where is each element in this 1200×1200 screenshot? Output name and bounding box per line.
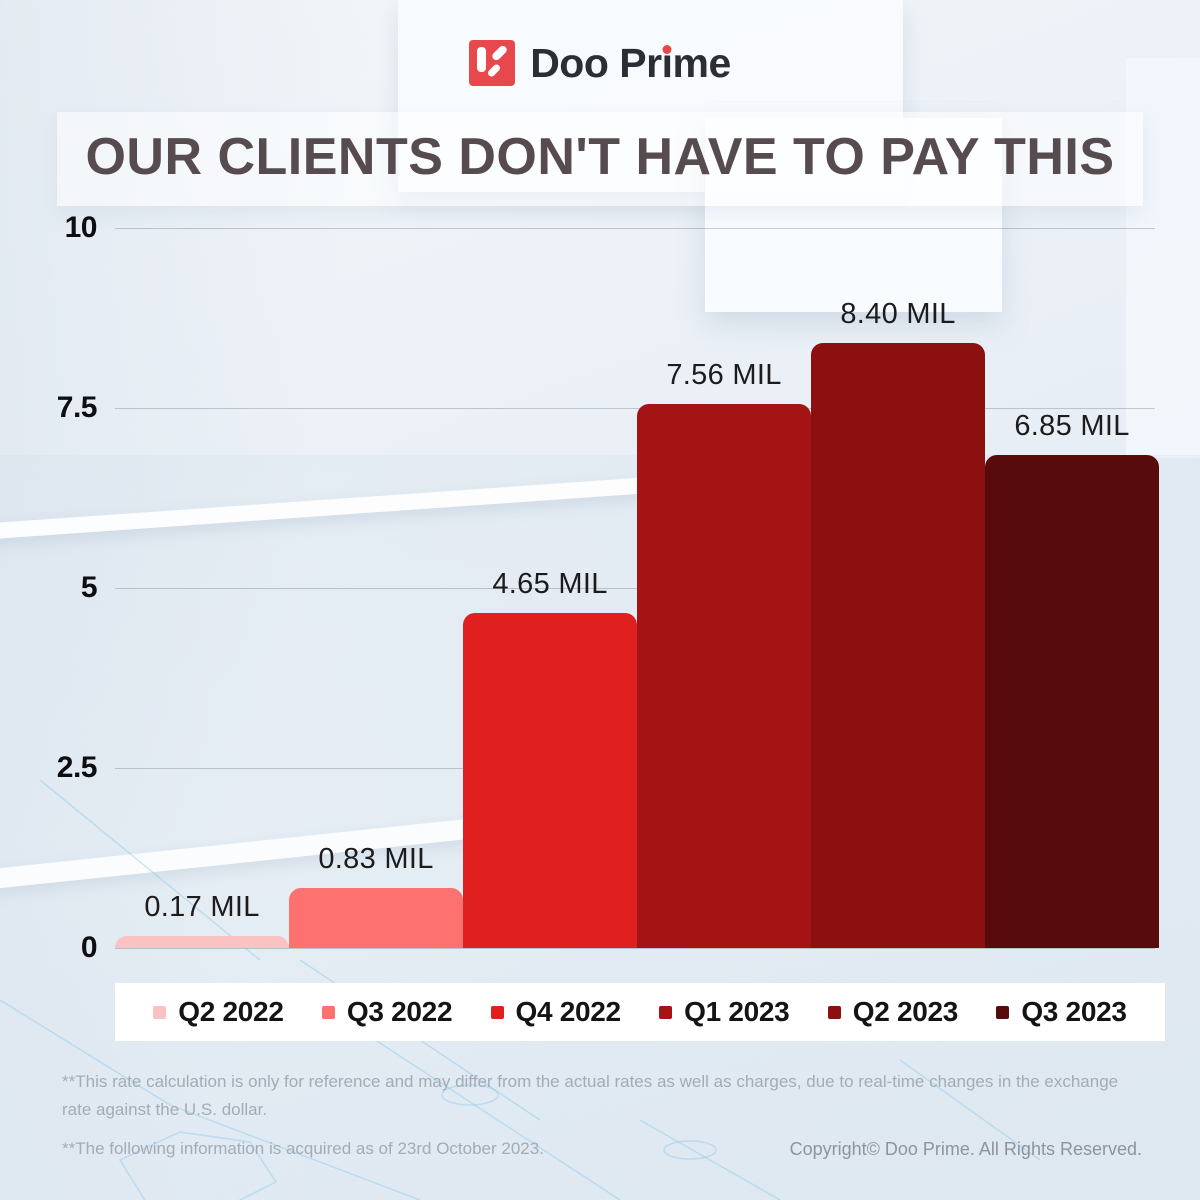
bar-q4-2022 <box>463 613 637 948</box>
bar-q1-2023 <box>637 404 811 948</box>
bar-value-label-q2-2022: 0.17 MIL <box>144 891 260 923</box>
legend-item-q2-2023: Q2 2023 <box>827 996 959 1028</box>
bar-q2-2022 <box>115 936 289 948</box>
legend-label: Q4 2022 <box>515 996 622 1027</box>
y-axis-tick-0: 0 <box>80 931 98 964</box>
legend-label: Q1 2023 <box>684 996 790 1027</box>
gridline-10 <box>115 228 1155 229</box>
gridline-0 <box>115 948 1155 949</box>
bar-value-label-q1-2023: 7.56 MIL <box>666 359 782 391</box>
bar-value-label-q3-2023: 6.85 MIL <box>1014 410 1130 442</box>
legend-item-q3-2023: Q3 2023 <box>996 996 1127 1028</box>
logo-glyph-dash <box>490 44 509 62</box>
brand-name: Doo Pri me <box>530 39 732 86</box>
footnote-rate-disclaimer: **This rate calculation is only for refe… <box>62 1072 1119 1119</box>
legend: Q2 2022 Q3 2022 Q4 2022 Q1 2023 Q2 2023 Q3 20… <box>115 983 1165 1041</box>
legend-label: Q2 2022 <box>178 996 284 1027</box>
brand-name-part: me <box>672 39 732 86</box>
brand-name-i: i <box>661 39 673 86</box>
legend-swatch-icon <box>153 1005 167 1019</box>
y-axis-tick-7.5: 7.5 <box>56 391 98 424</box>
bar-q3-2023 <box>985 455 1159 948</box>
footnote-data-date: **The following information is acquired … <box>62 1139 544 1158</box>
brand-i-dot <box>662 44 672 54</box>
legend-swatch-icon <box>659 1005 673 1019</box>
logo-glyph-bar <box>477 47 487 72</box>
legend-swatch-icon <box>996 1005 1010 1019</box>
y-axis-tick-10: 10 <box>64 211 98 244</box>
legend-label: Q3 2023 <box>1021 996 1127 1027</box>
legend-label: Q3 2022 <box>346 996 453 1027</box>
y-axis-tick-5: 5 <box>80 571 98 604</box>
legend-label: Q2 2023 <box>852 996 959 1027</box>
legend-item-q2-2022: Q2 2022 <box>153 996 284 1028</box>
legend-item-q3-2022: Q3 2022 <box>321 996 453 1028</box>
legend-item-q4-2022: Q4 2022 <box>490 996 622 1028</box>
legend-swatch-icon <box>490 1005 504 1019</box>
bar-q3-2022 <box>289 888 463 948</box>
copyright-notice: Copyright© Doo Prime. All Rights Reserve… <box>789 1139 1142 1159</box>
y-axis-tick-2.5: 2.5 <box>56 751 98 784</box>
gridline-7.5 <box>115 408 1155 409</box>
brand-header: Doo Pri me <box>0 40 1200 86</box>
bar-value-label-q2-2023: 8.40 MIL <box>840 298 956 330</box>
legend-item-q1-2023: Q1 2023 <box>659 996 790 1028</box>
bar-value-label-q4-2022: 4.65 MIL <box>492 568 608 600</box>
doo-prime-logo-icon <box>469 40 516 86</box>
gridline-5 <box>115 588 1155 589</box>
logo-glyph-dash <box>486 63 502 78</box>
legend-swatch-icon <box>827 1005 841 1019</box>
legend-swatch-icon <box>321 1005 335 1019</box>
brand-name-part: Doo Pr <box>530 39 662 86</box>
bar-q2-2023 <box>811 343 985 948</box>
